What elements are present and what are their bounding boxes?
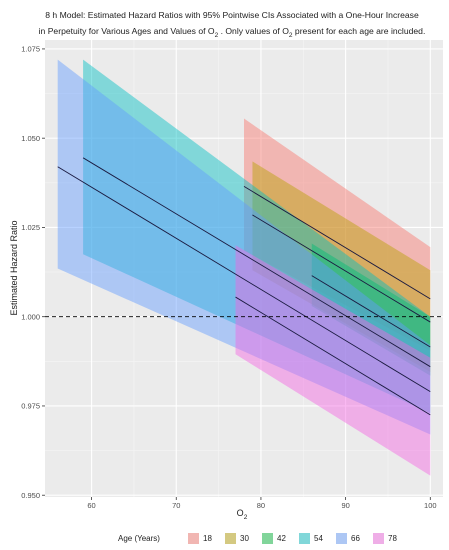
chart-title-line-2: in Perpetuity for Various Ages and Value… [39, 26, 426, 39]
estimate-lines [57, 157, 431, 416]
y-tick-label: 0.975 [21, 402, 40, 411]
x-axis-title-subscript: 2 [244, 514, 248, 521]
legend-key-bg-age-66 [336, 533, 347, 544]
x-axis: 60 70 80 90 100 [87, 497, 437, 510]
x-tick-label: 60 [87, 501, 95, 510]
x-tick-label: 80 [257, 501, 265, 510]
legend-key-bg-age-30 [225, 533, 236, 544]
legend-swatch-age-78 [373, 533, 384, 544]
legend-key-bg-age-54 [299, 533, 310, 544]
legend-swatch-age-18 [188, 533, 199, 544]
legend-label-age-42: 42 [277, 534, 286, 543]
x-axis-title-main: O [237, 508, 244, 518]
chart-title-line-2-part-2: . Only values of O [218, 26, 289, 36]
legend-swatch-age-30 [225, 533, 236, 544]
ci-ribbon-age-78 [235, 245, 431, 476]
legend-key-bg-age-18 [188, 533, 199, 544]
x-tick-label: 100 [424, 501, 437, 510]
chart-title-subscript-2: 2 [289, 32, 293, 39]
ci-ribbon-age-30 [252, 161, 431, 373]
estimate-line-age-42 [311, 275, 431, 348]
ci-ribbon-age-66 [57, 59, 431, 435]
legend-swatch-age-66 [336, 533, 347, 544]
legend-label-age-30: 30 [240, 534, 249, 543]
ci-ribbon-age-42 [311, 243, 431, 376]
estimate-line-age-54 [82, 157, 431, 368]
legend-key-bg-age-78 [373, 533, 384, 544]
x-tick-label: 90 [341, 501, 349, 510]
y-tick-label: 1.075 [21, 45, 40, 54]
y-axis: 0.950 0.975 1.000 1.025 1.050 1.075 [21, 45, 45, 500]
chart-title-subscript-1: 2 [215, 32, 219, 39]
legend-swatch-age-42 [262, 533, 273, 544]
y-tick-label: 1.050 [21, 134, 40, 143]
legend-swatch-age-54 [299, 533, 310, 544]
y-axis-title: Estimated Hazard Ratio [9, 220, 19, 315]
estimate-line-age-18 [243, 185, 431, 300]
plot-panel [45, 40, 443, 497]
legend-label-age-54: 54 [314, 534, 323, 543]
chart-title-line-1: 8 h Model: Estimated Hazard Ratios with … [45, 10, 419, 20]
estimate-line-age-66 [57, 166, 431, 393]
legend-label-age-18: 18 [203, 534, 212, 543]
y-tick-label: 1.025 [21, 223, 40, 232]
legend-title: Age (Years) [118, 534, 160, 543]
legend: Age (Years) 18 30 42 54 66 78 [118, 533, 397, 544]
ci-ribbon-age-54 [83, 59, 431, 414]
estimate-line-age-30 [252, 214, 431, 323]
y-tick-label: 1.000 [21, 312, 40, 321]
chart-title-line-2-part-3: present for each age are included. [293, 26, 426, 36]
grid-minor [45, 40, 443, 497]
x-tick-label: 70 [172, 501, 180, 510]
chart-title-line-2-part-1: in Perpetuity for Various Ages and Value… [39, 26, 215, 36]
legend-label-age-66: 66 [351, 534, 360, 543]
x-axis-title: O2 [237, 508, 248, 521]
y-tick-label: 0.950 [21, 491, 40, 500]
estimate-line-age-78 [235, 296, 431, 416]
ci-ribbon-age-18 [244, 118, 431, 351]
ci-ribbons [57, 59, 431, 476]
legend-key-bg-age-42 [262, 533, 273, 544]
legend-label-age-78: 78 [388, 534, 397, 543]
